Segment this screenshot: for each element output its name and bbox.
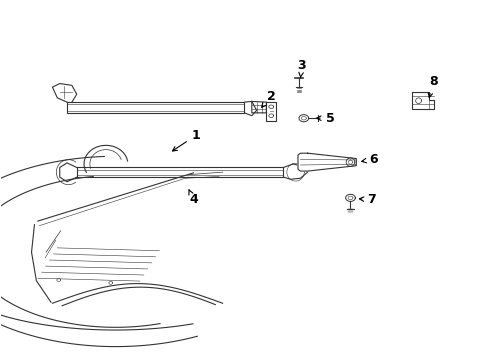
Text: 2: 2 [261,90,275,107]
Text: 3: 3 [297,59,305,78]
Text: 7: 7 [359,193,375,206]
Text: 1: 1 [172,129,200,151]
Text: 5: 5 [316,112,334,125]
Text: 8: 8 [427,75,437,98]
Polygon shape [297,153,356,171]
Text: 6: 6 [361,153,377,166]
Text: 4: 4 [188,190,198,206]
